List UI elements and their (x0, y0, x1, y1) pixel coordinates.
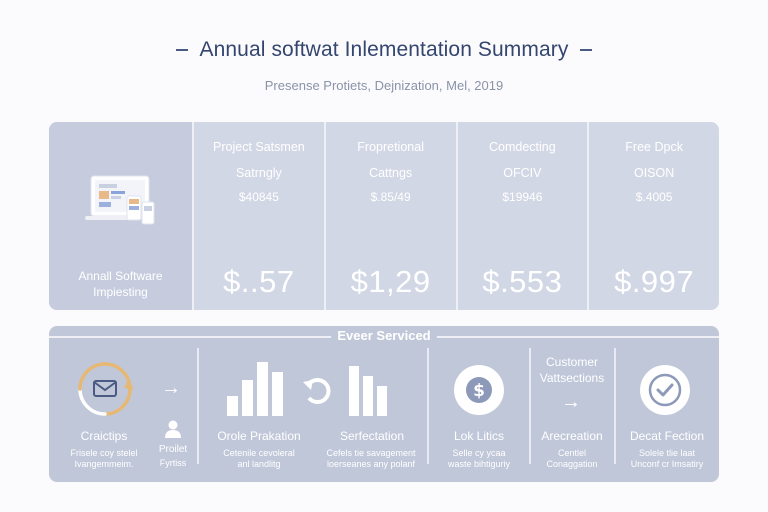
bar-chart-icon (349, 366, 387, 416)
services-title: Eveer Serviced (49, 328, 719, 343)
summary-column-2: Fropretional Cattngs $.85/49 $1,29 (323, 122, 456, 310)
service-label: Craictips (80, 429, 128, 443)
customer-label: Customer Vattsections (531, 354, 613, 386)
service-description-line1: Cefels tie savagement (326, 448, 416, 458)
service-label: Lok Litics (453, 429, 505, 443)
divider (614, 348, 616, 464)
column-heading: Project Satsmen (213, 140, 305, 154)
page-title: Annual softwat Inlementation Summary (199, 38, 569, 61)
summary-column-1: Project Satsmen Satrngly $40845 $..57 (192, 122, 324, 310)
column-category: Cattngs (369, 166, 413, 180)
column-total: $.553 (482, 264, 563, 299)
service-description: Cefels tie savagement loerseanes any pol… (312, 448, 430, 470)
page-subtitle: Presense Protiets, Dejnization, Mel, 201… (264, 78, 504, 93)
column-total: $.997 (614, 264, 695, 299)
service-description-line2: Unconf cr Imsatiry (630, 459, 704, 469)
summary-overview-label-line2: Impiesting (93, 285, 148, 299)
summary-overview-label: Annall Software Impiesting (49, 268, 192, 300)
svg-text:$: $ (473, 381, 485, 401)
service-description-line1: Solele tlie laat (638, 448, 696, 458)
services-panel: Eveer Serviced Craictips Frisele coy ste… (49, 326, 719, 482)
divider (197, 348, 199, 464)
title-dash-right (580, 49, 593, 51)
column-total: $1,29 (350, 264, 431, 299)
summary-column-3: Comdecting OFCIV $19946 $.553 (455, 122, 588, 310)
bar-chart-icon (227, 362, 283, 416)
service-description: Fyrtiss (159, 458, 187, 468)
service-description-line2: loerseanes any polanf (326, 459, 416, 469)
summary-overview-cell: Annall Software Impiesting (49, 122, 192, 310)
service-description: Selle cy ycaa waste bihtiguriy (431, 448, 527, 470)
customer-label-line1: Customer (545, 355, 598, 369)
header: Annual softwat Inlementation Summary Pre… (0, 38, 768, 93)
summary-column-4: Free Dpck OISON $.4005 $.997 (587, 122, 719, 310)
column-amount: $19946 (502, 190, 543, 204)
divider (427, 348, 429, 464)
service-description-line2: waste bihtiguriy (447, 459, 511, 469)
laptop-devices-icon (85, 175, 155, 225)
service-label: Arecreation (541, 429, 603, 443)
service-description-line2: anl landlitg (237, 459, 281, 469)
column-amount: $40845 (238, 190, 279, 204)
service-description: Frisele coy stelel Ivangemmeim. (49, 448, 159, 470)
column-total: $..57 (223, 264, 295, 299)
summary-panel: Annall Software Impiesting Project Satsm… (49, 122, 719, 310)
check-circle-icon (640, 365, 690, 415)
email-cycle-icon (78, 362, 134, 416)
service-description-line1: Centlel (557, 448, 586, 458)
column-amount: $.4005 (635, 190, 673, 204)
service-description-line1: Frisele coy stelel (70, 448, 138, 458)
service-label: Proilet (158, 444, 188, 455)
summary-overview-label-line1: Annall Software (78, 269, 163, 283)
column-category: Satrngly (235, 166, 282, 180)
column-heading: Fropretional (357, 140, 424, 154)
column-category: OISON (633, 166, 675, 180)
title-dash-left (175, 49, 188, 51)
service-description-line2: Ivangemmeim. (74, 459, 134, 469)
column-heading: Free Dpck (625, 140, 683, 154)
customer-label-line2: Vattsections (539, 371, 605, 385)
service-description: Solele tlie laat Unconf cr Imsatiry (619, 448, 715, 470)
service-description-line1: Selle cy ycaa (452, 448, 506, 458)
refresh-icon (303, 378, 331, 404)
services-title-text: Eveer Serviced (331, 328, 437, 343)
person-icon (165, 420, 181, 438)
service-label: Decat Fection (629, 429, 705, 443)
arrow-right-icon: → (561, 391, 581, 413)
service-label: Orole Prakation (217, 429, 301, 443)
arrow-right-icon: → (161, 377, 181, 399)
service-description: Cetenile cevoleral anl landlitg (204, 448, 314, 470)
column-category: OFCIV (503, 166, 542, 180)
column-heading: Comdecting (489, 140, 556, 154)
divider (529, 348, 531, 464)
dollar-coin-icon: $ (454, 365, 504, 415)
column-amount: $.85/49 (370, 190, 411, 204)
service-label: Serfectation (339, 429, 405, 443)
service-description-line1: Cetenile cevoleral (223, 448, 295, 458)
service-description-line2: Conaggation (546, 459, 598, 469)
service-description: Centlel Conaggation (531, 448, 613, 470)
